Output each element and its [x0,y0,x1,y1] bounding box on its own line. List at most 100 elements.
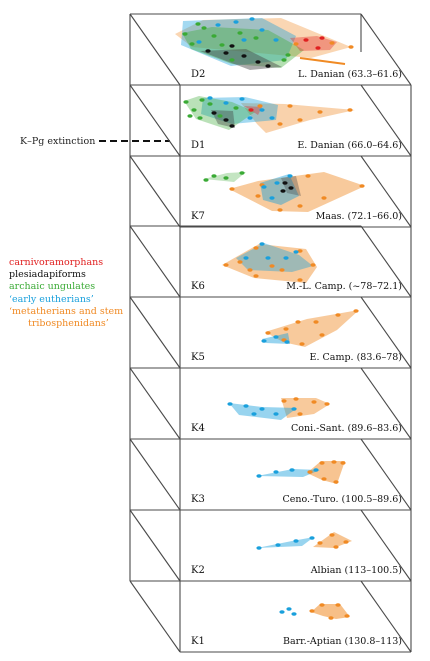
legend: carnivoramorphans plesiadapiforms archai… [9,257,123,330]
specimen-point [265,256,271,260]
specimen-point [196,40,202,44]
specimen-point [273,470,279,474]
specimen-point [317,541,323,545]
specimen-point [253,246,259,250]
specimen-point [273,38,279,42]
specimen-point [229,44,235,48]
specimen-point [223,101,229,105]
specimen-point [297,118,303,122]
slice-period-label: Barr.-Aptian (130.8–113) [283,636,402,647]
legend-metatherians-line2: tribosphenidans’ [28,318,109,330]
specimen-point [233,20,239,24]
specimen-point [255,194,261,198]
specimen-point [189,42,195,46]
specimen-point [223,51,229,55]
slice-code-label: D2 [191,69,205,80]
slice-code-label: K1 [191,636,205,647]
specimen-point [211,174,217,178]
specimen-point [293,539,299,543]
specimen-point [333,545,339,549]
specimen-point [205,49,211,53]
specimen-point [247,268,253,272]
specimen-point [335,313,341,317]
specimen-point [273,335,279,339]
specimen-point [233,106,239,110]
specimen-point [359,184,365,188]
slice-k1-plot [279,603,350,620]
specimen-point [241,54,247,58]
specimen-point [348,45,354,49]
specimen-point [247,116,253,120]
slice-code-label: K6 [191,281,205,292]
specimen-point [321,196,327,200]
kpg-extinction-label: K–Pg extinction [20,136,96,147]
specimen-point [297,412,303,416]
specimen-point [311,400,317,404]
specimen-point [315,46,321,50]
specimen-point [197,116,203,120]
specimen-point [257,104,263,108]
specimen-point [279,268,285,272]
specimen-point [269,116,275,120]
specimen-point [319,461,325,465]
specimen-point [319,333,325,337]
specimen-point [319,36,325,40]
specimen-point [343,540,349,544]
specimen-point [239,97,245,101]
slice-period-label: E. Danian (66.0–64.6) [297,140,402,151]
specimen-point [335,603,341,607]
specimen-point [347,108,353,112]
slice-right-edge [360,13,412,86]
specimen-point [229,187,235,191]
slice-period-label: L. Danian (63.3–61.6) [298,69,402,80]
specimen-point [255,60,261,64]
specimen-point [299,342,305,346]
specimen-point [329,533,335,537]
specimen-point [277,208,283,212]
specimen-point [283,327,289,331]
specimen-point [182,32,188,36]
specimen-point [313,468,319,472]
slice-d2-plot [175,17,354,70]
specimen-point [297,204,303,208]
specimen-point [285,53,291,57]
slice-code-label: K4 [191,423,205,434]
specimen-point [269,196,275,200]
slice-left-edge [129,296,181,369]
specimen-point [275,543,281,547]
slice-right-edge [360,367,412,440]
slice-k6-plot [222,242,317,283]
specimen-point [309,536,315,540]
specimen-point [293,250,299,254]
slice-left-edge [129,580,181,653]
slice-code-label: D1 [191,140,205,151]
slice-k2-plot [256,532,352,550]
slice-code-label: K2 [191,565,205,576]
specimen-point [344,614,350,618]
specimen-point [297,249,303,253]
slice-code-label: K7 [191,211,205,222]
specimen-point [261,339,267,343]
specimen-point [280,189,286,193]
specimen-point [307,470,313,474]
specimen-point [199,98,205,102]
slice-labels: D2 L. Danian (63.3–61.6) D1 E. Danian (66.0… [191,69,402,647]
specimen-point [286,607,292,611]
slice-period-label: E. Camp. (83.6–78) [310,352,402,363]
specimen-point [331,460,337,464]
specimen-point [223,118,229,122]
specimen-point [187,114,193,118]
specimen-point [243,256,249,260]
specimen-point [183,100,189,104]
slice-right-edge [360,296,412,369]
specimen-point [284,340,290,344]
specimen-point [201,26,207,30]
slice-code-label: K5 [191,352,205,363]
specimen-point [273,412,279,416]
specimen-point [295,320,301,324]
slice-left-edge [129,155,181,228]
slice-k7-plot [203,171,365,212]
specimen-point [287,174,293,178]
specimen-point [253,36,259,40]
slice-left-edge [129,225,181,298]
